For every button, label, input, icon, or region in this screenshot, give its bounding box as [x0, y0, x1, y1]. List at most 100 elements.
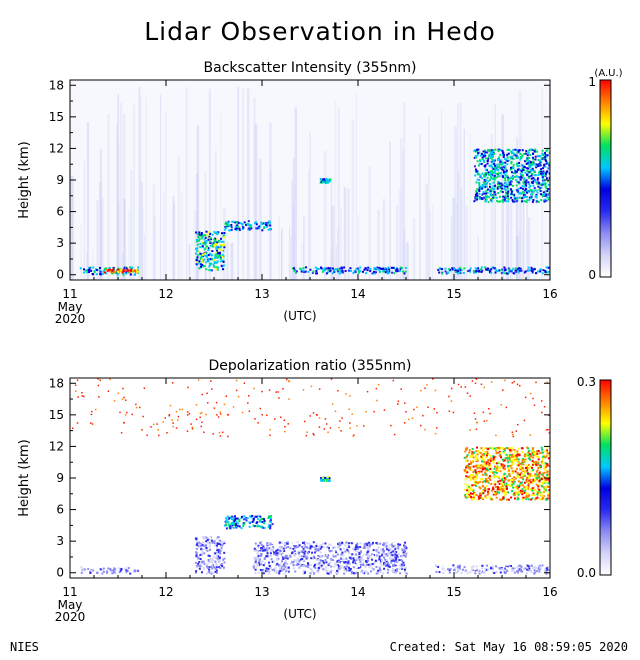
feature-pixel	[537, 201, 540, 204]
feature-pixel	[344, 561, 347, 564]
feature-pixel	[475, 181, 478, 184]
feature-pixel	[333, 269, 336, 272]
feature-pixel	[399, 572, 402, 575]
feature-pixel	[385, 544, 388, 547]
feature-pixel	[530, 569, 533, 572]
feature-pixel	[207, 560, 210, 563]
feature-pixel	[267, 515, 270, 518]
feature-pixel	[487, 267, 490, 270]
feature-pixel	[349, 567, 352, 570]
feature-pixel	[252, 517, 255, 520]
signal-streak	[117, 201, 120, 280]
feature-pixel	[526, 154, 529, 157]
feature-pixel	[517, 480, 520, 483]
noise-pixel	[221, 431, 224, 434]
feature-pixel	[493, 152, 496, 155]
feature-pixel	[324, 559, 327, 562]
feature-pixel	[306, 552, 309, 555]
feature-pixel	[534, 189, 537, 192]
feature-pixel	[262, 570, 265, 573]
feature-pixel	[465, 464, 468, 467]
feature-pixel	[334, 550, 337, 553]
feature-pixel	[537, 567, 540, 570]
noise-pixel	[500, 403, 503, 406]
noise-pixel	[366, 390, 369, 393]
feature-pixel	[205, 247, 208, 250]
feature-pixel	[508, 148, 511, 151]
feature-pixel	[218, 541, 221, 544]
feature-pixel	[532, 469, 535, 472]
feature-pixel	[386, 272, 389, 275]
y-tick-label: 9	[56, 471, 64, 485]
feature-pixel	[334, 563, 337, 566]
feature-pixel	[466, 489, 469, 492]
feature-pixel	[310, 545, 313, 548]
noise-pixel	[545, 429, 548, 431]
noise-pixel	[197, 379, 200, 381]
feature-pixel	[521, 187, 524, 190]
feature-pixel	[276, 549, 279, 552]
feature-pixel	[510, 150, 513, 153]
feature-pixel	[365, 553, 368, 556]
feature-pixel	[501, 184, 504, 187]
feature-pixel	[457, 268, 460, 271]
feature-pixel	[386, 564, 389, 567]
feature-pixel	[506, 193, 509, 196]
signal-streak	[188, 243, 191, 280]
feature-pixel	[479, 197, 482, 200]
feature-pixel	[528, 567, 531, 570]
feature-pixel	[491, 498, 494, 501]
feature-pixel	[261, 560, 264, 563]
feature-pixel	[538, 483, 541, 486]
feature-pixel	[210, 238, 213, 241]
feature-pixel	[226, 222, 229, 225]
feature-pixel	[521, 498, 524, 501]
feature-pixel	[525, 498, 528, 501]
x-tick-label: 12	[158, 287, 173, 301]
feature-pixel	[520, 471, 523, 474]
feature-pixel	[474, 474, 477, 477]
feature-pixel	[231, 515, 234, 518]
feature-pixel	[386, 557, 389, 560]
feature-pixel	[542, 170, 545, 173]
feature-pixel	[357, 554, 360, 557]
feature-pixel	[504, 189, 507, 192]
noise-pixel	[392, 379, 395, 382]
noise-pixel	[403, 422, 406, 424]
feature-pixel	[383, 542, 386, 545]
feature-pixel	[306, 555, 309, 558]
signal-streak	[324, 150, 327, 280]
y-axis-label: Height (km)	[17, 141, 32, 218]
noise-pixel	[483, 420, 486, 422]
feature-pixel	[539, 465, 542, 468]
feature-pixel	[478, 451, 481, 454]
feature-pixel	[282, 547, 285, 550]
feature-pixel	[327, 572, 330, 575]
feature-pixel	[214, 253, 217, 256]
feature-pixel	[238, 518, 241, 521]
noise-pixel	[511, 433, 514, 436]
feature-pixel	[526, 466, 529, 469]
feature-pixel	[325, 267, 328, 270]
feature-pixel	[541, 564, 544, 567]
feature-pixel	[514, 451, 517, 454]
feature-pixel	[356, 267, 359, 270]
feature-pixel	[292, 562, 295, 565]
feature-pixel	[469, 478, 472, 481]
feature-pixel	[218, 551, 221, 554]
feature-pixel	[494, 449, 497, 452]
feature-pixel	[519, 572, 522, 575]
feature-pixel	[306, 565, 309, 568]
feature-pixel	[516, 471, 519, 474]
feature-pixel	[123, 270, 126, 273]
feature-pixel	[281, 569, 284, 572]
feature-pixel	[488, 467, 491, 470]
feature-pixel	[542, 455, 545, 458]
feature-pixel	[519, 564, 522, 567]
signal-streak	[138, 87, 141, 280]
feature-pixel	[543, 179, 546, 182]
feature-pixel	[484, 180, 487, 183]
feature-pixel	[358, 552, 361, 555]
feature-pixel	[536, 163, 539, 166]
feature-pixel	[503, 477, 506, 480]
